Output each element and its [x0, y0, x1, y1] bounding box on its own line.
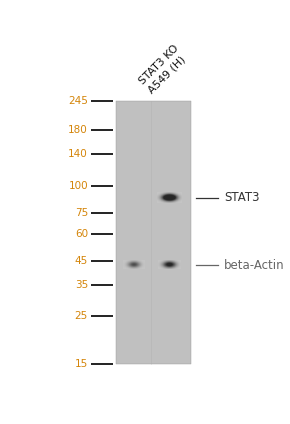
Text: 60: 60 [75, 229, 88, 239]
Text: 180: 180 [68, 126, 88, 136]
Text: beta-Actin: beta-Actin [224, 259, 284, 272]
Text: STAT3 KO
A549 (H): STAT3 KO A549 (H) [138, 43, 190, 95]
Text: 15: 15 [75, 359, 88, 369]
Text: 25: 25 [75, 311, 88, 321]
Bar [116, 101, 191, 364]
Text: STAT3: STAT3 [224, 191, 260, 204]
Text: 245: 245 [68, 97, 88, 106]
Text: 35: 35 [75, 279, 88, 290]
Text: 75: 75 [75, 208, 88, 218]
Text: 140: 140 [68, 149, 88, 159]
Text: 45: 45 [75, 256, 88, 266]
Text: 100: 100 [68, 181, 88, 191]
